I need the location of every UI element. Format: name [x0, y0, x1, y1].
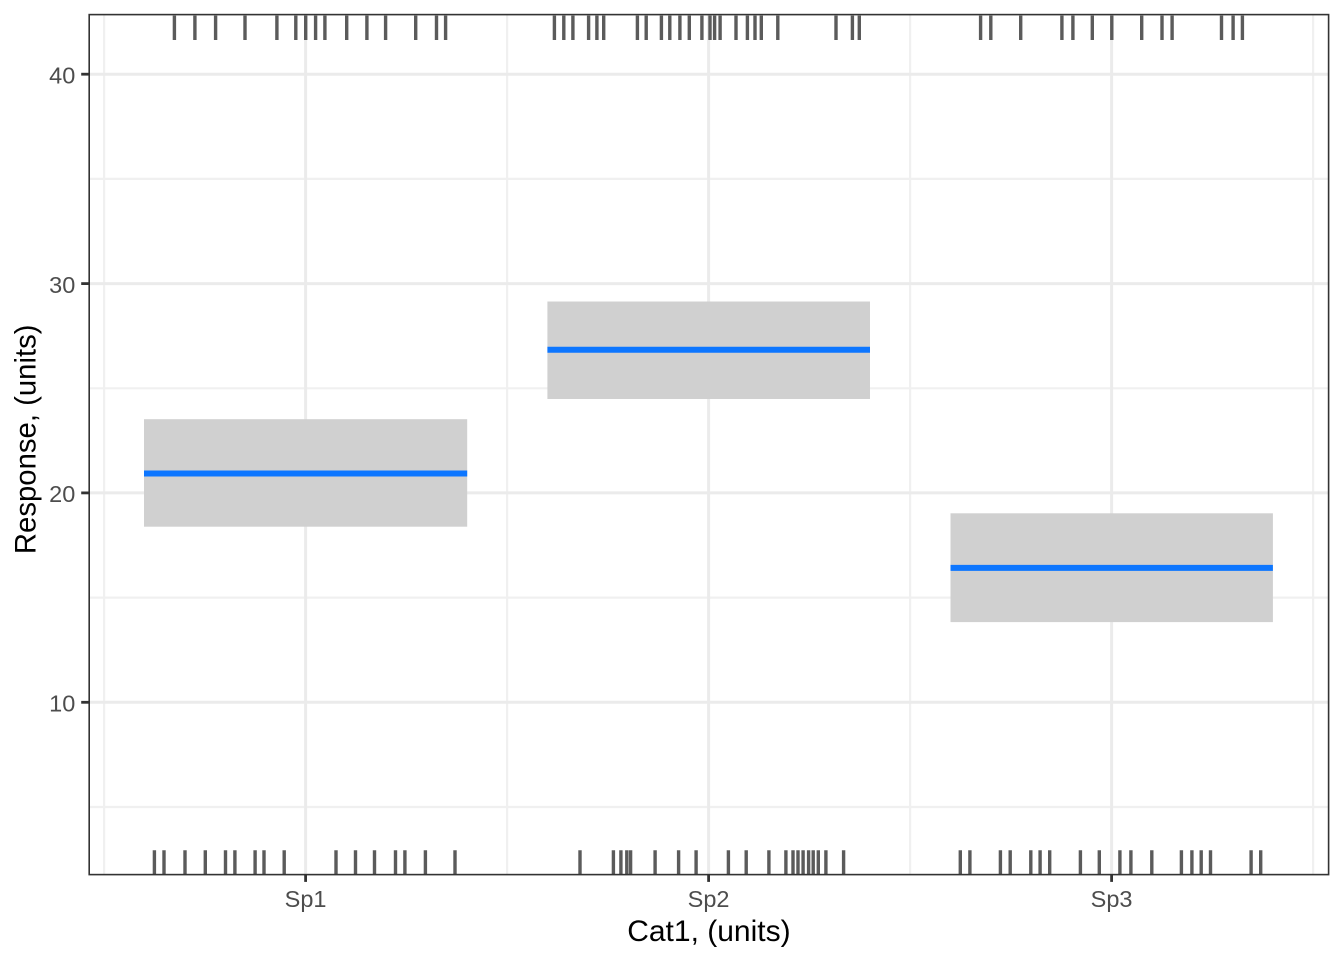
svg-text:30: 30 — [49, 272, 75, 298]
svg-text:Response, (units): Response, (units) — [10, 324, 43, 554]
svg-text:Sp3: Sp3 — [1091, 886, 1133, 912]
svg-text:40: 40 — [49, 63, 75, 89]
svg-text:Cat1, (units): Cat1, (units) — [627, 915, 790, 948]
svg-text:Sp1: Sp1 — [285, 886, 327, 912]
svg-text:10: 10 — [49, 691, 75, 717]
svg-text:Sp2: Sp2 — [688, 886, 730, 912]
svg-text:20: 20 — [49, 481, 75, 507]
